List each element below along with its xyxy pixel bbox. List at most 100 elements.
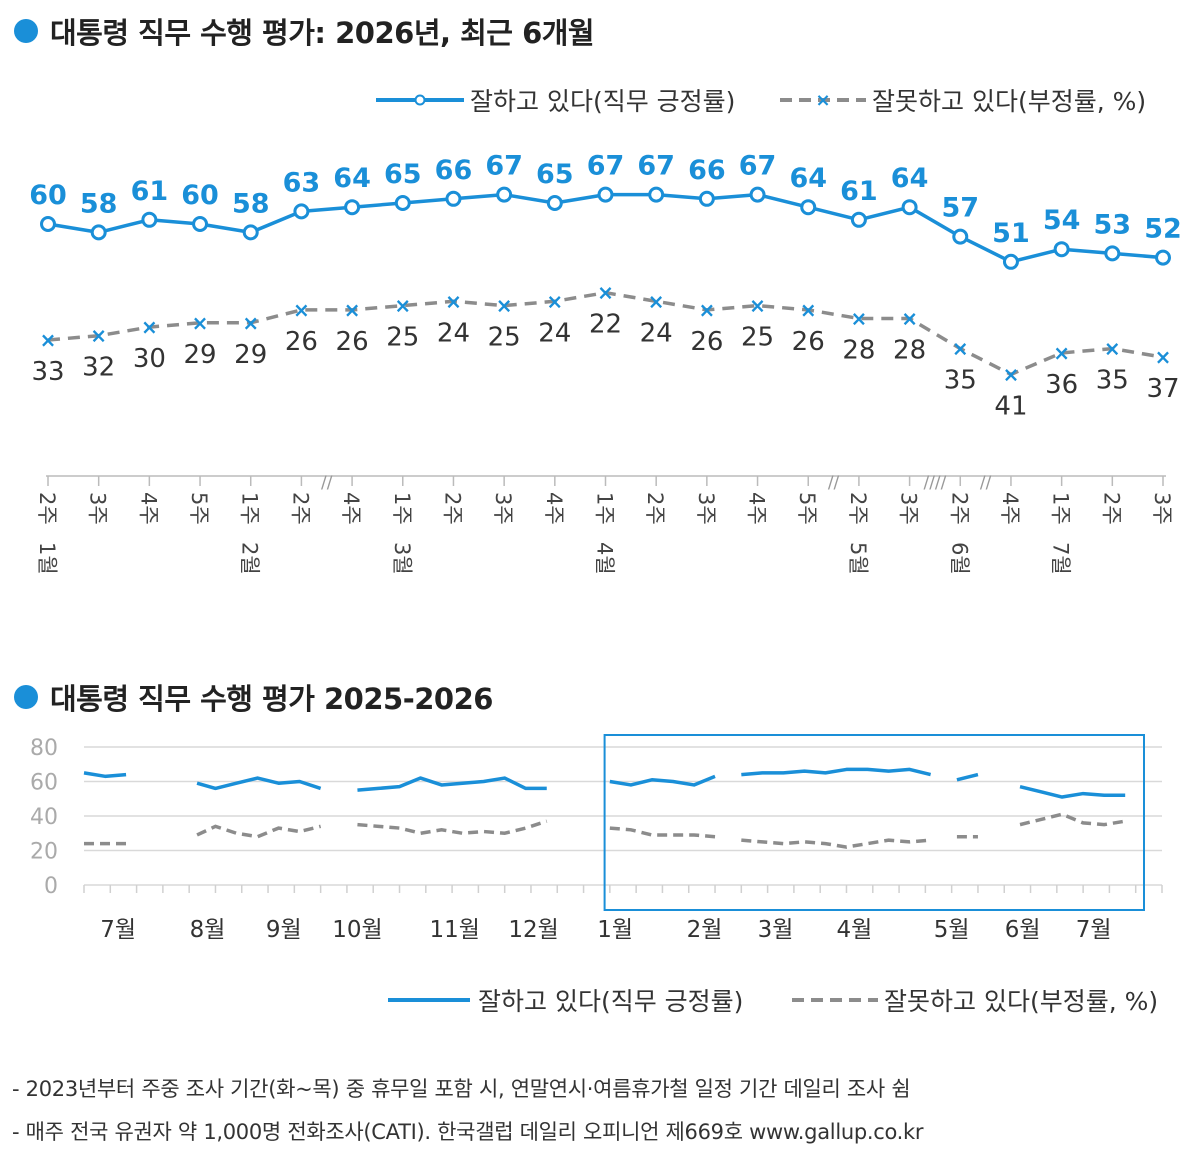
negative-point: ×: [394, 294, 411, 318]
x-tick-label-week: 4주: [136, 492, 160, 525]
negative-data-label: 22: [589, 310, 622, 340]
bullet-dot-icon: [14, 19, 38, 43]
x-tick-label-group: 3주: [491, 492, 515, 525]
positive-point: [1155, 249, 1171, 266]
positive-series-segment: [1019, 784, 1126, 799]
positive-data-label: 67: [637, 151, 675, 182]
axis-break-mark: //: [828, 473, 840, 493]
x-month-label: 8월: [190, 917, 226, 943]
x-month-label: 6월: [1005, 917, 1041, 943]
x-tick-label-week: 2주: [440, 492, 464, 525]
negative-point: ×: [546, 289, 563, 313]
positive-data-label: 67: [587, 151, 625, 182]
positive-point: [648, 186, 665, 203]
negative-data-label: 25: [386, 323, 419, 353]
positive-point: [293, 203, 310, 220]
positive-point: [141, 211, 158, 228]
negative-data-label: 35: [1096, 366, 1129, 396]
y-tick-label: 0: [44, 874, 58, 899]
x-tick-label-group: 4주: [745, 492, 769, 525]
x-tick-label-month-group: 7월: [1049, 542, 1073, 575]
negative-data-label: 26: [336, 327, 369, 357]
positive-data-label: 60: [29, 180, 67, 211]
x-month-label: 10월: [332, 917, 382, 943]
x-tick-label-week: 4주: [745, 492, 769, 525]
x-month-label: 1월: [597, 917, 633, 943]
x-tick-label-group: 2주: [288, 492, 312, 525]
negative-data-label: 25: [488, 323, 521, 353]
y-tick-label: 80: [30, 736, 58, 761]
positive-data-label: 54: [1043, 205, 1081, 236]
positive-data-label: 66: [688, 155, 726, 186]
positive-series-segment: [357, 776, 547, 792]
negative-point: ×: [698, 298, 715, 322]
positive-data-label: 58: [80, 188, 118, 219]
positive-data-label: 65: [384, 159, 422, 190]
negative-data-label: 26: [285, 327, 318, 357]
axis-break-mark: ////: [923, 473, 946, 493]
chart1-svg: 잘하고 있다(직무 긍정률) × 잘못하고 있다(부정률, %)//////////…: [29, 87, 1182, 575]
x-tick-label-group: 2주: [440, 492, 464, 525]
footnote-survey-period: - 2023년부터 주중 조사 기간(화~목) 중 휴무일 포함 시, 연말연시…: [12, 1077, 911, 1101]
x-tick-label-group: 1주: [1049, 492, 1073, 525]
y-tick-label: 40: [30, 805, 58, 830]
chart2-svg: 80 60 40 20 0 7월 8월 9월 10월 11월 12월 1월 2월 3월 4월 5월 6월 7월잘하…: [30, 734, 1163, 1016]
negative-data-label: 25: [741, 323, 774, 353]
positive-point: [952, 228, 969, 245]
positive-data-label: 61: [840, 176, 878, 207]
x-tick-label-week: 2주: [846, 492, 870, 525]
positive-data-label: 67: [485, 151, 523, 182]
negative-point: ×: [800, 298, 817, 322]
chart2-legend: 잘하고 있다(직무 긍정률) 잘못하고 있다(부정률, %): [388, 987, 1158, 1016]
x-tick-label-month: 4월: [593, 542, 617, 575]
negative-point: ×: [597, 281, 614, 305]
positive-point: [496, 186, 513, 203]
x-tick-label-group: 5주: [187, 492, 211, 525]
negative-data-label: 24: [538, 318, 571, 348]
x-tick-label-month: 6월: [947, 542, 971, 575]
negative-data-label: 26: [792, 327, 825, 357]
negative-series-segment: [1019, 812, 1126, 827]
negative-series-segment: [609, 826, 716, 839]
x-tick-label-group: 2주: [947, 492, 971, 525]
negative-point: ×: [901, 307, 918, 331]
negative-data-label: 37: [1146, 374, 1179, 404]
legend-negative-label: 잘못하고 있다(부정률, %): [884, 987, 1158, 1016]
x-month-label: 5월: [934, 917, 970, 943]
x-tick-label-group: 3주: [694, 492, 718, 525]
y-tick-label: 20: [30, 840, 58, 865]
negative-data-label: 26: [690, 327, 723, 357]
negative-data-label: 29: [183, 340, 216, 370]
legend-negative-marker: ×: [815, 90, 830, 111]
negative-point: ×: [952, 337, 969, 361]
negative-data-label: 33: [31, 357, 64, 387]
x-tick-label-week: 5주: [795, 492, 819, 525]
positive-point: [394, 195, 411, 211]
positive-data-label: 61: [131, 176, 169, 207]
x-tick-label-week: 2주: [35, 492, 59, 525]
x-tick-label-group: 1주: [390, 492, 414, 525]
negative-point: ×: [1003, 362, 1020, 386]
positive-point: [597, 186, 614, 203]
x-tick-label-week: 3주: [86, 492, 110, 525]
legend-positive-label: 잘하고 있다(직무 긍정률): [478, 987, 743, 1016]
x-tick-label-group: 3주: [897, 492, 921, 525]
chart2-title-text: 대통령 직무 수행 평가 2025-2026: [50, 682, 493, 716]
x-tick-label-group: 4주: [339, 492, 363, 525]
positive-series-segment: [196, 776, 322, 791]
x-month-label: 2월: [687, 917, 723, 943]
x-tick-label-month-group: 2월: [238, 542, 262, 575]
positive-point: [1104, 245, 1121, 262]
positive-data-label: 58: [232, 188, 270, 219]
positive-series-segment: [741, 767, 932, 777]
negative-series-segment: [196, 824, 322, 839]
x-tick-label-group: 2주: [846, 492, 870, 525]
x-tick-label-week: 5주: [187, 492, 211, 525]
positive-series-segment: [83, 771, 127, 779]
y-tick-label: 60: [30, 771, 58, 796]
negative-data-label: 28: [842, 336, 875, 366]
negative-data-label: 36: [1045, 370, 1078, 400]
x-tick-label-month-group: 5월: [846, 542, 870, 575]
x-tick-label-group: 2주: [643, 492, 667, 525]
negative-data-label: 32: [82, 353, 115, 383]
